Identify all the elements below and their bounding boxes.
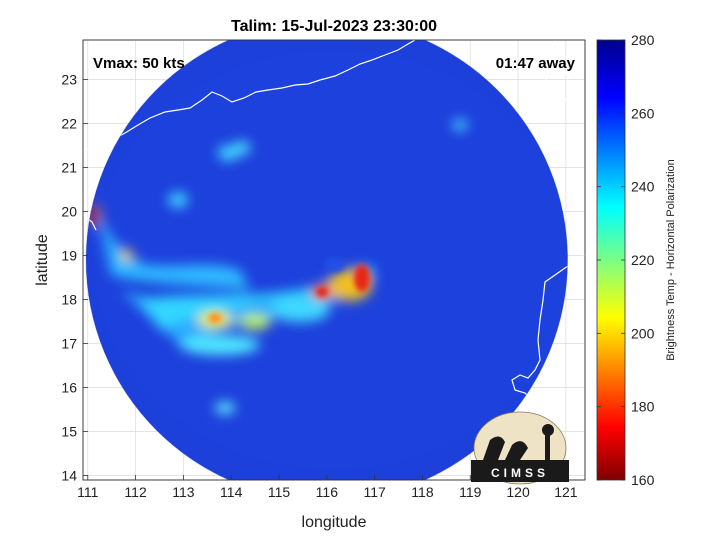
y-tick-label: 14 bbox=[61, 468, 77, 484]
x-tick-label: 120 bbox=[506, 484, 530, 500]
microwave-swath bbox=[86, 40, 568, 480]
logo-text: CIMSS bbox=[491, 466, 549, 480]
y-tick-label: 15 bbox=[61, 424, 77, 440]
y-tick-label: 19 bbox=[61, 248, 77, 264]
y-tick-label: 18 bbox=[61, 292, 77, 308]
logo-ground bbox=[471, 460, 569, 482]
x-tick-label: 117 bbox=[363, 484, 386, 500]
x-tick-label: 114 bbox=[220, 484, 243, 500]
x-tick-label: 111 bbox=[77, 484, 98, 500]
logo-tower-icon bbox=[545, 432, 550, 460]
x-tick-label: 115 bbox=[268, 484, 291, 500]
colorbar-tick-label: 220 bbox=[631, 252, 655, 268]
x-axis-label: longitude bbox=[302, 514, 367, 531]
y-tick-label: 22 bbox=[61, 116, 77, 132]
vmax-annotation: Vmax: 50 kts bbox=[93, 55, 185, 72]
logo-dish-left-icon bbox=[483, 436, 505, 460]
x-ticks: 111 112 113 114 115 116 117 118 119 120 121 bbox=[77, 475, 578, 500]
x-tick-label: 121 bbox=[554, 484, 578, 500]
colorbar-label: Brightness Temp - Horizontal Polarizatio… bbox=[665, 159, 677, 361]
colorbar-tick-label: 260 bbox=[631, 105, 655, 121]
y-tick-label: 23 bbox=[61, 72, 77, 88]
colorbar-tick-label: 240 bbox=[631, 179, 655, 195]
x-tick-label: 119 bbox=[459, 484, 482, 500]
x-tick-label: 116 bbox=[316, 484, 339, 500]
colorbar-tick-label: 280 bbox=[631, 32, 655, 48]
logo-dish-right-icon bbox=[505, 441, 528, 460]
colorbar-tick-label: 200 bbox=[631, 325, 655, 341]
colorbar-tick-label: 160 bbox=[631, 472, 655, 488]
y-tick-label: 20 bbox=[61, 204, 77, 220]
coastline-hainan bbox=[83, 214, 97, 231]
y-axis-label: latitude bbox=[34, 234, 51, 286]
coastline-china bbox=[83, 40, 416, 151]
swath-outline bbox=[85, 40, 568, 480]
plot-border bbox=[82, 39, 586, 481]
y-tick-label: 21 bbox=[61, 160, 77, 176]
cimss-logo: CIMSS bbox=[471, 411, 569, 485]
chart-title: Talim: 15-Jul-2023 23:30:00 bbox=[231, 18, 437, 35]
y-tick-label: 16 bbox=[61, 380, 77, 396]
time-away-annotation: 01:47 away bbox=[496, 55, 576, 72]
coastline-taiwan bbox=[544, 40, 573, 124]
x-tick-label: 113 bbox=[172, 484, 195, 500]
colorbar bbox=[596, 39, 626, 481]
logo-tower-top-icon bbox=[542, 424, 554, 436]
colorbar-ticks: 160 180 200 220 240 260 280 bbox=[597, 32, 655, 488]
y-tick-label: 17 bbox=[61, 336, 77, 352]
swath-boundary bbox=[85, 40, 568, 480]
colorbar-tick-label: 180 bbox=[631, 399, 655, 415]
x-tick-label: 112 bbox=[124, 484, 147, 500]
x-tick-label: 118 bbox=[411, 484, 434, 500]
swath-rim bbox=[86, 40, 568, 480]
y-ticks: 14 15 16 17 18 19 20 21 22 23 bbox=[61, 72, 88, 484]
